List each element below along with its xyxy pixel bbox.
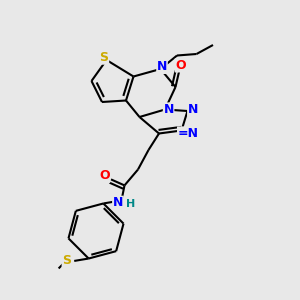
Text: S: S (100, 51, 109, 64)
Text: N: N (113, 196, 123, 209)
Text: N: N (157, 60, 167, 74)
Text: =N: =N (178, 127, 199, 140)
Text: O: O (99, 169, 110, 182)
Text: H: H (127, 199, 136, 209)
Text: N: N (188, 103, 198, 116)
Text: N: N (164, 103, 174, 116)
Text: S: S (62, 254, 71, 267)
Text: O: O (175, 59, 186, 72)
